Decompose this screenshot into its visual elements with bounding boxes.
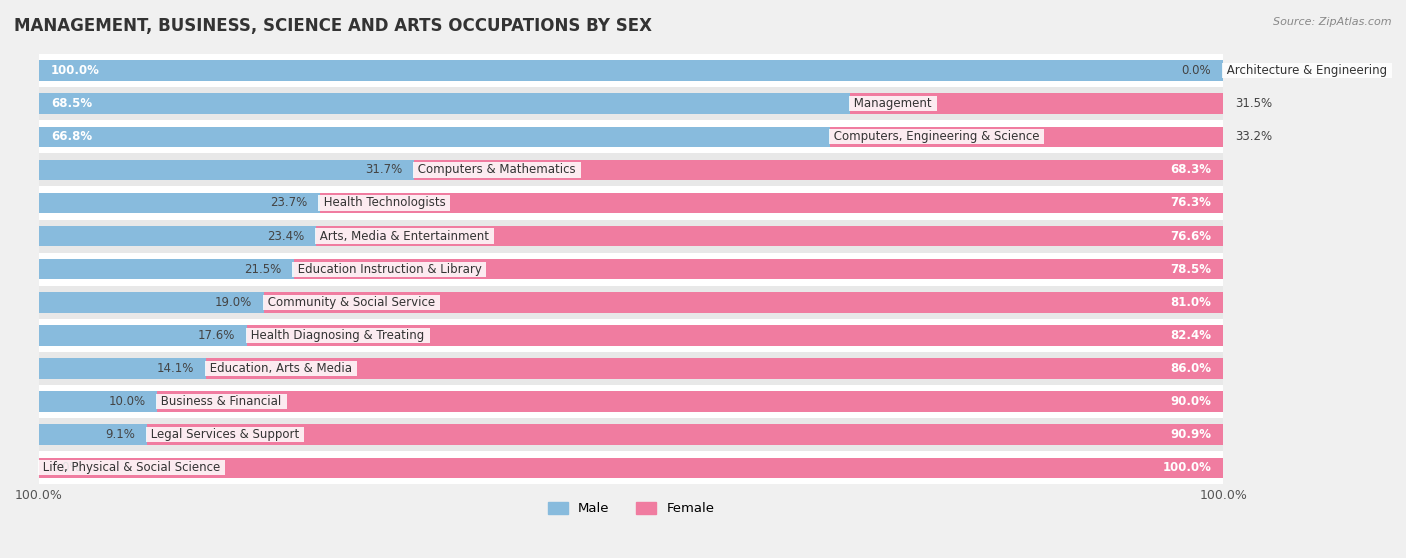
Bar [39,385,1223,418]
Bar [39,226,316,246]
Text: 0.0%: 0.0% [51,461,80,474]
Text: 23.4%: 23.4% [267,229,304,243]
Bar [39,292,264,312]
Bar [39,93,851,114]
Bar [316,226,1223,246]
Bar [39,253,1223,286]
Bar [39,87,1223,121]
Bar [39,418,1223,451]
Bar [39,219,1223,253]
Bar [264,292,1223,312]
Bar [39,54,1223,87]
Text: 78.5%: 78.5% [1170,263,1212,276]
Text: 14.1%: 14.1% [156,362,194,375]
Text: 82.4%: 82.4% [1170,329,1212,342]
Bar [39,60,1223,81]
Text: Health Technologists: Health Technologists [319,196,449,209]
Text: 66.8%: 66.8% [51,131,91,143]
Bar [146,425,1223,445]
Bar [247,325,1223,345]
Text: 90.9%: 90.9% [1170,428,1212,441]
Bar [39,153,1223,186]
Text: 90.0%: 90.0% [1170,395,1212,408]
Legend: Male, Female: Male, Female [543,497,720,521]
Bar [294,259,1223,280]
Bar [39,451,1223,484]
Bar [39,425,146,445]
Text: Life, Physical & Social Science: Life, Physical & Social Science [39,461,224,474]
Text: 100.0%: 100.0% [51,64,100,77]
Text: 31.5%: 31.5% [1234,97,1272,110]
Bar [319,193,1223,213]
Text: 68.5%: 68.5% [51,97,91,110]
Bar [39,259,294,280]
Bar [39,358,205,379]
Text: 0.0%: 0.0% [1181,64,1212,77]
Text: 19.0%: 19.0% [215,296,252,309]
Text: Computers, Engineering & Science: Computers, Engineering & Science [830,131,1043,143]
Text: 23.7%: 23.7% [270,196,308,209]
Bar [415,160,1223,180]
Text: 86.0%: 86.0% [1170,362,1212,375]
Text: MANAGEMENT, BUSINESS, SCIENCE AND ARTS OCCUPATIONS BY SEX: MANAGEMENT, BUSINESS, SCIENCE AND ARTS O… [14,17,652,35]
Text: Architecture & Engineering: Architecture & Engineering [1223,64,1391,77]
Bar [39,186,1223,219]
Text: 31.7%: 31.7% [366,163,402,176]
Text: Computers & Mathematics: Computers & Mathematics [415,163,579,176]
Text: 68.3%: 68.3% [1170,163,1212,176]
Text: 76.6%: 76.6% [1170,229,1212,243]
Bar [39,286,1223,319]
Text: Community & Social Service: Community & Social Service [264,296,439,309]
Text: 100.0%: 100.0% [1163,461,1212,474]
Bar [39,121,1223,153]
Bar [39,325,247,345]
Bar [39,391,157,412]
Bar [39,127,830,147]
Text: Business & Financial: Business & Financial [157,395,285,408]
Text: Legal Services & Support: Legal Services & Support [146,428,302,441]
Text: Education Instruction & Library: Education Instruction & Library [294,263,485,276]
Text: 33.2%: 33.2% [1234,131,1272,143]
Bar [157,391,1223,412]
Text: Source: ZipAtlas.com: Source: ZipAtlas.com [1274,17,1392,27]
Bar [39,458,1223,478]
Text: Management: Management [851,97,935,110]
Text: 81.0%: 81.0% [1170,296,1212,309]
Text: Health Diagnosing & Treating: Health Diagnosing & Treating [247,329,429,342]
Text: 21.5%: 21.5% [245,263,281,276]
Bar [39,352,1223,385]
Bar [39,160,415,180]
Text: Arts, Media & Entertainment: Arts, Media & Entertainment [316,229,492,243]
Bar [39,319,1223,352]
Bar [205,358,1225,379]
Bar [830,127,1223,147]
Text: 76.3%: 76.3% [1170,196,1212,209]
Text: 17.6%: 17.6% [198,329,236,342]
Bar [39,193,319,213]
Bar [851,93,1223,114]
Text: 10.0%: 10.0% [108,395,145,408]
Text: Education, Arts & Media: Education, Arts & Media [205,362,356,375]
Text: 9.1%: 9.1% [105,428,135,441]
